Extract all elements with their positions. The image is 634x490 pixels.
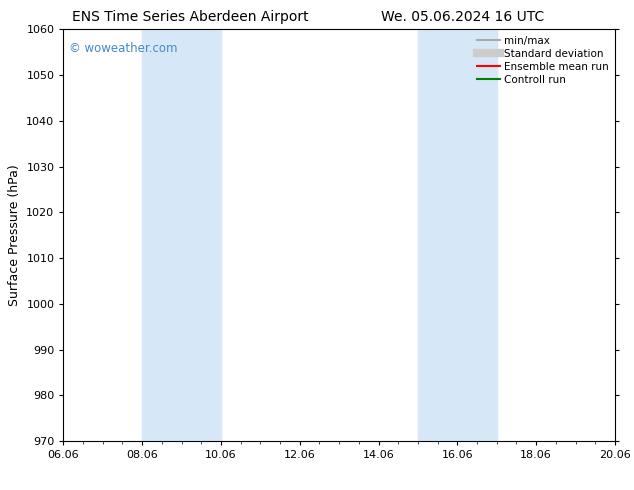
Bar xyxy=(418,29,497,441)
Text: ENS Time Series Aberdeen Airport: ENS Time Series Aberdeen Airport xyxy=(72,10,309,24)
Text: © woweather.com: © woweather.com xyxy=(69,42,178,55)
Bar xyxy=(142,29,221,441)
Legend: min/max, Standard deviation, Ensemble mean run, Controll run: min/max, Standard deviation, Ensemble me… xyxy=(473,31,613,89)
Text: We. 05.06.2024 16 UTC: We. 05.06.2024 16 UTC xyxy=(381,10,545,24)
Y-axis label: Surface Pressure (hPa): Surface Pressure (hPa) xyxy=(8,164,21,306)
